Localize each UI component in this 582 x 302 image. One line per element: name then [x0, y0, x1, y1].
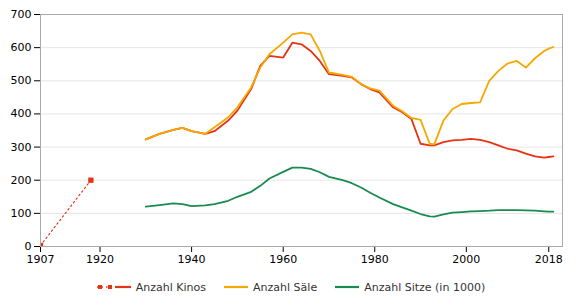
svg-text:200: 200	[11, 174, 32, 187]
svg-text:1940: 1940	[178, 253, 206, 266]
html-text:Anzahl Säle: Anzahl Säle	[253, 280, 318, 294]
html-text:Anzahl Kinos: Anzahl Kinos	[135, 280, 207, 294]
svg-text:0: 0	[25, 240, 32, 253]
html-text:Anzahl Sitze (in 1000): Anzahl Sitze (in 1000)	[364, 280, 486, 294]
svg-text:300: 300	[11, 141, 32, 154]
svg-text:600: 600	[11, 41, 32, 54]
svg-text:700: 700	[11, 8, 32, 21]
svg-text:400: 400	[11, 107, 32, 120]
svg-text:1907: 1907	[27, 253, 55, 266]
svg-text:500: 500	[11, 74, 32, 87]
svg-text:1920: 1920	[86, 253, 114, 266]
svg-text:100: 100	[11, 207, 32, 220]
svg-text:2000: 2000	[452, 253, 480, 266]
svg-text:1980: 1980	[361, 253, 389, 266]
svg-text:2018: 2018	[535, 253, 563, 266]
svg-text:1960: 1960	[269, 253, 297, 266]
